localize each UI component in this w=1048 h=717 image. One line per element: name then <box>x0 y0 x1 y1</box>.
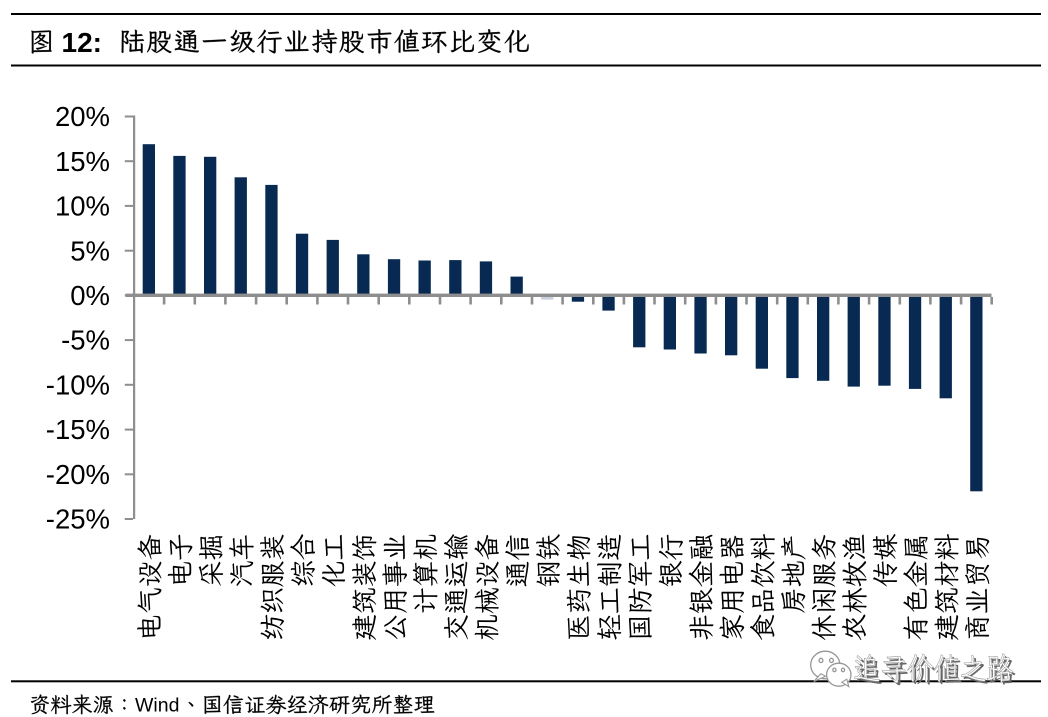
svg-text:12:: 12: <box>62 27 102 58</box>
svg-text:-25%: -25% <box>46 504 110 535</box>
svg-text:-10%: -10% <box>46 369 110 400</box>
svg-text:-20%: -20% <box>46 459 110 490</box>
svg-text:15%: 15% <box>55 146 110 177</box>
svg-text:10%: 10% <box>55 191 110 222</box>
svg-text:5%: 5% <box>70 235 110 266</box>
svg-text:-15%: -15% <box>46 414 110 445</box>
svg-text:Wind: Wind <box>135 695 179 717</box>
svg-text:20%: 20% <box>55 101 110 132</box>
svg-text:0%: 0% <box>70 280 110 311</box>
svg-text:-5%: -5% <box>61 325 110 356</box>
